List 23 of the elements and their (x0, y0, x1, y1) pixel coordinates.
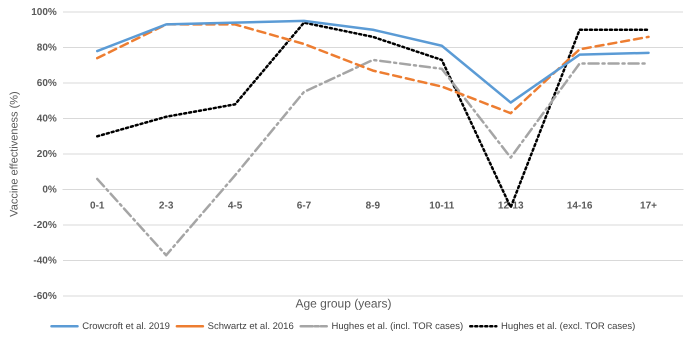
y-tick-label: -20% (33, 220, 57, 231)
y-tick-label: 40% (36, 113, 57, 124)
legend-label: Hughes et al. (incl. TOR cases) (331, 320, 464, 332)
x-tick-label: 14-16 (566, 200, 593, 212)
legend-label: Schwartz et al. 2016 (208, 320, 294, 332)
y-tick-label: -40% (33, 255, 57, 266)
x-tick-label: 4-5 (228, 200, 243, 212)
y-tick-label: -60% (33, 290, 57, 302)
y-axis-title: Vaccine effectiveness (%) (8, 91, 21, 217)
x-axis-title: Age group (years) (295, 296, 392, 310)
x-tick-label: 10-11 (429, 200, 455, 212)
x-tick-label: 6-7 (296, 200, 312, 212)
x-tick-label: 17+ (640, 200, 658, 212)
y-tick-label: 60% (36, 78, 57, 89)
x-tick-label: 0-1 (90, 200, 105, 212)
x-tick-label: 2-3 (158, 200, 174, 212)
y-tick-label: 80% (36, 42, 57, 54)
y-tick-label: 100% (31, 6, 57, 18)
x-tick-label: 8-9 (366, 200, 381, 212)
y-tick-label: 20% (36, 148, 57, 160)
y-tick-label: 0% (42, 184, 57, 196)
legend-label: Hughes et al. (excl. TOR cases) (501, 320, 636, 332)
legend-label: Crowcroft et al. 2019 (82, 320, 170, 332)
